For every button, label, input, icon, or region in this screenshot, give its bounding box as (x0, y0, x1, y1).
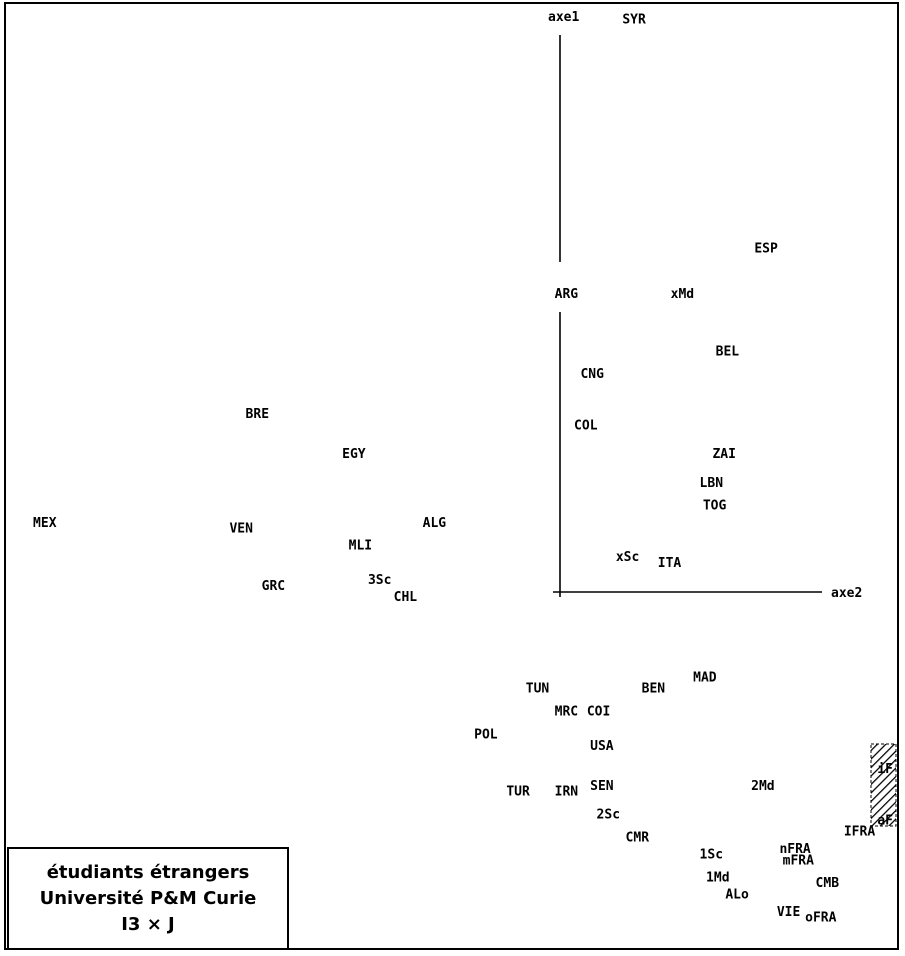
point-label-tur: TUR (506, 785, 530, 800)
point-label-arg: ARG (555, 287, 579, 302)
point-label-2md: 2Md (751, 779, 774, 794)
point-label-pol: POL (474, 728, 498, 743)
y-axis-label: axe1 (548, 10, 579, 25)
point-label-usa: USA (590, 739, 614, 754)
point-label-grc: GRC (262, 579, 285, 594)
point-label-ven: VEN (229, 522, 253, 537)
point-label-ita: ITA (658, 556, 682, 571)
point-label-mrc: MRC (555, 705, 578, 720)
point-label-coi: COI (587, 705, 610, 720)
point-label-mad: MAD (693, 670, 717, 685)
point-label-nfra: nFRA (779, 842, 810, 857)
point-label-tun: TUN (526, 682, 550, 697)
point-label-cng: CNG (580, 367, 604, 382)
point-label-vie: VIE (777, 905, 800, 920)
point-label-alg: ALG (423, 516, 447, 531)
point-label-mfra: mFRA (783, 853, 814, 868)
axes: axe1 axe2 (548, 10, 862, 601)
point-label-1md: 1Md (706, 871, 729, 886)
point-label-alo: ALo (725, 888, 749, 903)
point-label-sen: SEN (590, 779, 614, 794)
point-label-ifra: IFRA (844, 825, 875, 840)
point-label-xsc: xSc (616, 550, 639, 565)
point-label-3sc: 3Sc (368, 573, 391, 588)
point-label-cmb: CMB (816, 876, 840, 891)
point-label-mex: MEX (33, 516, 57, 531)
point-label-bel: BEL (716, 344, 740, 359)
caption-box: étudiants étrangers Université P&M Curie… (7, 847, 289, 950)
point-label-bre: BRE (246, 407, 269, 422)
point-label-xmd: xMd (671, 287, 694, 302)
point-label-ben: BEN (642, 682, 666, 697)
caption-line-2: Université P&M Curie (39, 887, 257, 909)
point-label-1sc: 1Sc (700, 848, 723, 863)
point-label-irn: IRN (555, 785, 579, 800)
point-label-cmr: CMR (626, 831, 650, 846)
point-label-if: iF (877, 762, 893, 777)
point-label-mli: MLI (349, 539, 372, 554)
point-label-esp: ESP (754, 241, 778, 256)
point-label-chl: CHL (394, 590, 418, 605)
point-label-zai: ZAI (712, 447, 735, 462)
point-label-lbn: LBN (700, 476, 724, 491)
point-label-syr: SYR (622, 13, 646, 28)
hatched-region (870, 743, 897, 827)
point-label-af: aF (877, 813, 893, 828)
point-label-col: COL (574, 419, 598, 434)
chart-frame (4, 2, 899, 950)
points-layer: SYR ESP ARG xMd BEL CNG COL ZAI LBN TOG xSc ITA BRE E… (33, 13, 893, 926)
caption-line-3: I3 × J (121, 913, 175, 935)
x-axis-label: axe2 (831, 586, 862, 601)
point-label-tog: TOG (703, 499, 727, 514)
point-label-egy: EGY (342, 447, 366, 462)
caption-line-1: étudiants étrangers (46, 861, 250, 883)
point-label-2sc: 2Sc (597, 808, 620, 823)
point-label-ofra: oFRA (805, 911, 836, 926)
